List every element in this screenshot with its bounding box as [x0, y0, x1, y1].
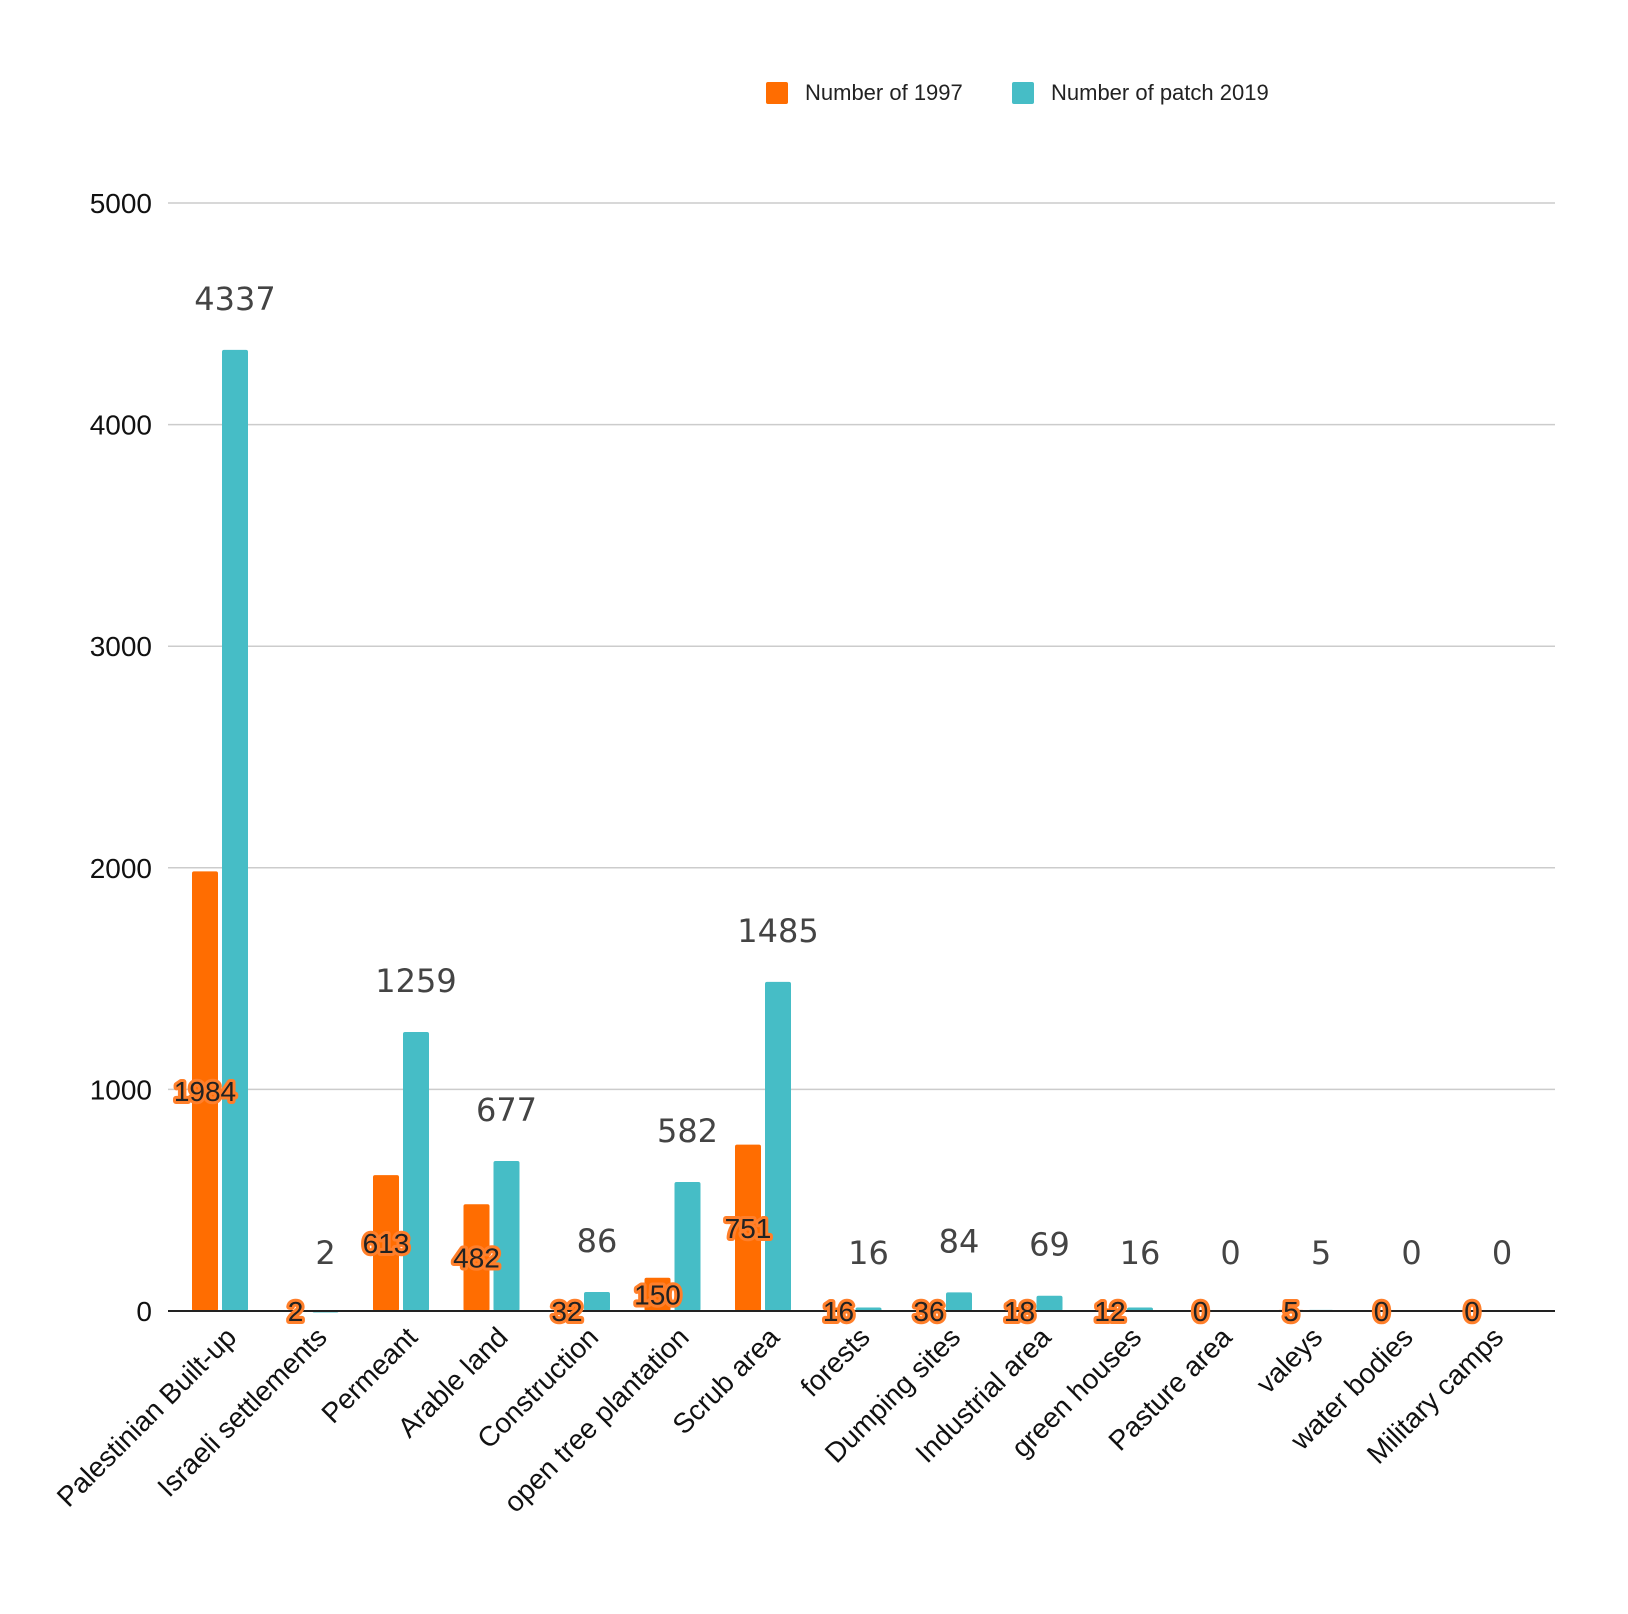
data-label-1997: 18 [1004, 1296, 1035, 1327]
data-label-1997: 2 [288, 1296, 304, 1327]
bar-1997 [554, 1303, 580, 1311]
data-labels: 4337 1984 22 1259 613 677 482 86 32 582 150 1485 751… [171, 280, 1512, 1330]
x-category-label: Israeli settlements [151, 1321, 332, 1502]
data-label-2019: 582 [657, 1112, 718, 1150]
data-label-2019: 1485 [737, 912, 818, 950]
data-label-2019: 2 [315, 1234, 335, 1272]
y-tick-label: 3000 [90, 631, 152, 662]
y-axis-ticks: 0 1000 2000 3000 4000 5000 [90, 188, 152, 1327]
bar-1997 [735, 1144, 761, 1311]
data-label-1997: 0 [1374, 1296, 1390, 1327]
data-label-1997: 5 [1283, 1296, 1299, 1327]
bar-1997 [644, 1277, 671, 1311]
data-label-1997: 32 [551, 1296, 582, 1327]
bar-1997 [916, 1303, 942, 1311]
bar-1997 [463, 1204, 490, 1311]
data-label-2019: 4337 [194, 280, 275, 318]
y-tick-label: 5000 [90, 188, 152, 219]
x-category-label: Palestinian Built-up [51, 1321, 242, 1512]
data-label-2019: 0 [1220, 1234, 1240, 1272]
bar-1997 [373, 1175, 399, 1311]
y-tick-label: 2000 [90, 853, 152, 884]
bar-1997 [192, 871, 218, 1311]
data-label-1997: 16 [823, 1296, 854, 1327]
y-tick-label: 4000 [90, 410, 152, 441]
data-label-2019: 16 [848, 1234, 889, 1272]
bar-2019 [403, 1032, 429, 1311]
legend-swatch-2019 [1012, 82, 1034, 104]
gridlines [168, 202, 1555, 1091]
data-label-2019: 1259 [375, 962, 456, 1000]
legend: Number of 1997 Number of patch 2019 [766, 80, 1269, 105]
bar-2019 [946, 1292, 972, 1311]
data-label-1997: 150 [634, 1279, 681, 1310]
legend-label-1997: Number of 1997 [805, 80, 963, 105]
data-label-1997: 1984 [174, 1076, 236, 1107]
data-label-1997: 12 [1094, 1296, 1125, 1327]
bar-2019 [674, 1182, 701, 1311]
data-label-1997: 0 [1193, 1296, 1209, 1327]
bar-2019 [1036, 1295, 1063, 1311]
bar-2019 [493, 1160, 520, 1311]
bars [192, 349, 1334, 1313]
data-label-1997: 482 [453, 1243, 500, 1274]
bar-2019 [222, 349, 248, 1312]
legend-label-2019: Number of patch 2019 [1051, 80, 1269, 105]
data-label-2019: 5 [1311, 1234, 1331, 1272]
data-label-1997: 36 [913, 1296, 944, 1327]
data-label-1997: 751 [725, 1213, 772, 1244]
data-label-2019: 677 [476, 1091, 537, 1129]
data-label-2019: 86 [577, 1222, 618, 1260]
data-label-2019: 16 [1120, 1234, 1161, 1272]
data-label-1997: 613 [363, 1228, 410, 1259]
y-tick-label: 1000 [90, 1074, 152, 1105]
x-category-label: forests [794, 1321, 875, 1402]
data-label-1997: 0 [1464, 1296, 1480, 1327]
y-tick-label: 0 [136, 1296, 152, 1327]
data-label-2019: 0 [1401, 1234, 1421, 1272]
data-label-2019: 0 [1492, 1234, 1512, 1272]
data-label-2019: 69 [1029, 1226, 1070, 1264]
bar-2019 [584, 1291, 610, 1311]
x-category-label: valeys [1250, 1321, 1328, 1399]
legend-swatch-1997 [766, 82, 788, 104]
data-label-2019: 84 [939, 1222, 980, 1260]
bar-2019 [765, 981, 791, 1311]
